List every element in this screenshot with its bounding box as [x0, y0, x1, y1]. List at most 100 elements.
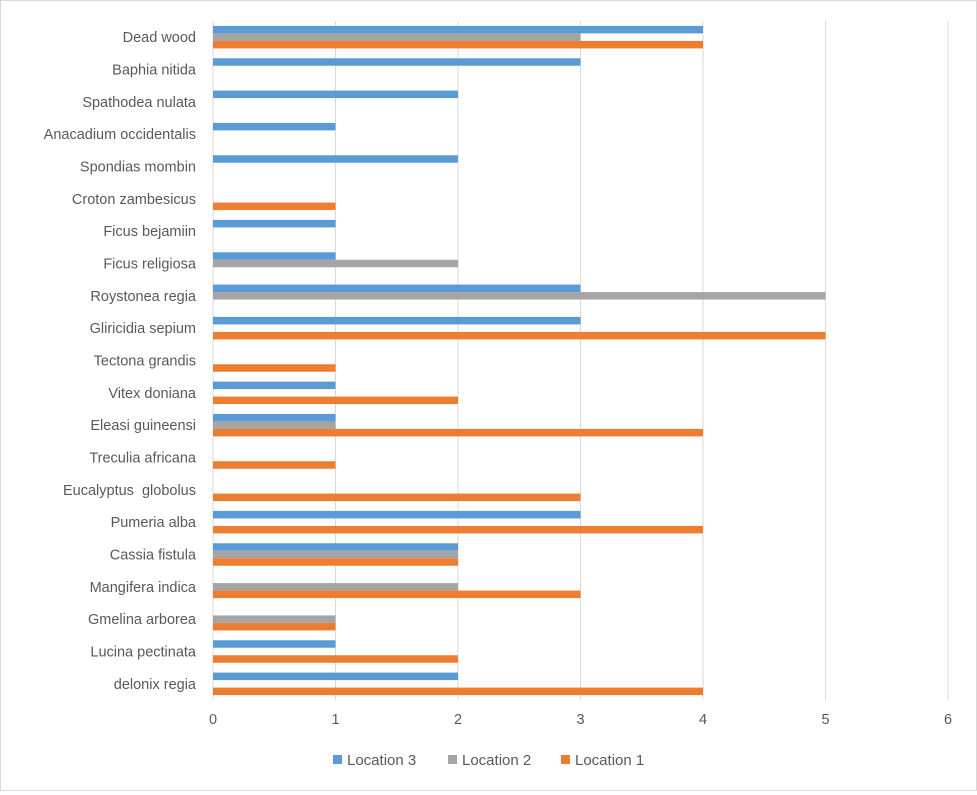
bar-group-vitex-doniana [213, 381, 458, 405]
bar-location-3-pumeria-alba [213, 510, 581, 519]
x-tick-label-0: 0 [209, 712, 217, 728]
bar-group-lucina-pectinata [213, 640, 458, 663]
bar-group-ficus-bejamiin [213, 219, 336, 228]
legend-label-location-2: Location 2 [462, 752, 531, 769]
bar-location-2-dead-wood [213, 33, 581, 41]
x-tick-labels: 0 1 2 3 4 5 6 [209, 712, 952, 728]
gridlines [212, 21, 949, 700]
bar-group-gmelina-arborea [213, 615, 336, 631]
category-label-lucina-pectinata: Lucina pectinata [90, 645, 197, 661]
x-tick-label-4: 4 [699, 712, 707, 728]
bar-group-dead-wood [213, 25, 703, 49]
bar-group-spathodea-nulata [213, 90, 458, 99]
category-label-cassia-fistula: Cassia fistula [110, 548, 197, 564]
legend-item-location-1: Location 1 [561, 752, 644, 769]
bar-location-2-mangifera-indica [213, 583, 458, 591]
category-label-eleasi-guineensi: Eleasi guineensi [90, 418, 196, 434]
bar-location-1-vitex-doniana [213, 396, 458, 405]
category-label-gmelina-arborea: Gmelina arborea [88, 612, 197, 628]
bar-location-3-spathodea-nulata [213, 90, 458, 99]
bar-location-3-ficus-religiosa [213, 252, 336, 260]
bar-location-3-lucina-pectinata [213, 640, 336, 648]
bar-group-anacadium-occidentalis [213, 122, 336, 131]
bar-location-3-roystonea-regia [213, 284, 581, 293]
bar-group-ficus-religiosa [213, 252, 458, 268]
category-label-ficus-bejamiin: Ficus bejamiin [103, 224, 196, 240]
x-tick-label-5: 5 [821, 712, 829, 728]
category-label-croton-zambesicus: Croton zambesicus [72, 192, 196, 208]
bar-location-3-ficus-bejamiin [213, 219, 336, 228]
bar-group-baphia-nitida [213, 58, 581, 66]
bar-group-tectona-grandis [213, 364, 336, 372]
bar-group-pumeria-alba [213, 510, 703, 534]
bar-group-eucalyptus-globolus [213, 493, 581, 502]
category-label-baphia-nitida: Baphia nitida [112, 63, 197, 79]
bar-location-1-mangifera-indica [213, 590, 581, 599]
category-label-treculia-africana: Treculia africana [89, 451, 197, 467]
bar-location-3-cassia-fistula [213, 543, 458, 551]
category-label-ficus-religiosa: Ficus religiosa [103, 257, 197, 273]
bar-location-1-eleasi-guineensi [213, 428, 703, 437]
legend-item-location-2: Location 2 [448, 752, 531, 769]
bar-location-3-delonix-regia [213, 672, 458, 681]
bar-location-3-gliricidia-sepium [213, 316, 581, 325]
bar-location-2-ficus-religiosa [213, 259, 458, 268]
bar-location-1-pumeria-alba [213, 525, 703, 534]
bar-location-3-vitex-doniana [213, 381, 336, 390]
category-label-vitex-doniana: Vitex doniana [108, 386, 197, 402]
bar-location-2-eleasi-guineensi [213, 421, 336, 429]
category-label-dead-wood: Dead wood [123, 30, 196, 46]
bar-location-1-delonix-regia [213, 687, 703, 696]
bar-location-1-gliricidia-sepium [213, 331, 826, 340]
bar-group-mangifera-indica [213, 583, 581, 599]
category-label-tectona-grandis: Tectona grandis [94, 354, 196, 370]
category-label-gliricidia-sepium: Gliricidia sepium [90, 321, 196, 337]
category-label-roystonea-regia: Roystonea regia [90, 289, 197, 305]
bar-location-3-eleasi-guineensi [213, 413, 336, 422]
category-label-pumeria-alba: Pumeria alba [111, 515, 197, 531]
x-tick-label-1: 1 [331, 712, 339, 728]
bar-location-1-croton-zambesicus [213, 202, 336, 211]
legend-label-location-3: Location 3 [347, 752, 416, 769]
bar-group-gliricidia-sepium [213, 316, 826, 340]
bar-location-2-cassia-fistula [213, 550, 458, 559]
bar-group-spondias-mombin [213, 155, 458, 163]
x-tick-label-2: 2 [454, 712, 462, 728]
x-tick-label-6: 6 [944, 712, 952, 728]
legend-item-location-3: Location 3 [333, 752, 416, 769]
bar-location-3-baphia-nitida [213, 58, 581, 66]
legend: Location 3 Location 2 Location 1 [333, 752, 644, 769]
category-label-delonix-regia: delonix regia [114, 677, 197, 693]
bar-group-croton-zambesicus [213, 202, 336, 211]
bar-location-1-cassia-fistula [213, 558, 458, 566]
category-labels: delonix regia Lucina pectinata Gmelina arb… [44, 30, 197, 693]
bar-location-1-lucina-pectinata [213, 655, 458, 663]
bar-location-1-gmelina-arborea [213, 622, 336, 631]
bar-location-1-eucalyptus-globolus [213, 493, 581, 502]
category-label-mangifera-indica: Mangifera indica [90, 580, 197, 596]
bar-location-3-anacadium-occidentalis [213, 122, 336, 131]
bar-group-roystonea-regia [213, 284, 826, 300]
bar-group-treculia-africana [213, 461, 336, 469]
category-label-anacadium-occidentalis: Anacadium occidentalis [44, 127, 196, 143]
bar-group-cassia-fistula [213, 543, 458, 566]
bar-location-3-spondias-mombin [213, 155, 458, 163]
bar-location-3-dead-wood [213, 25, 703, 34]
legend-swatch-location-1 [561, 755, 570, 764]
bar-location-1-tectona-grandis [213, 364, 336, 372]
legend-swatch-location-2 [448, 755, 457, 764]
x-tick-label-3: 3 [576, 712, 584, 728]
category-label-eucalyptus-globolus: Eucalyptus globolus [63, 483, 196, 499]
legend-label-location-1: Location 1 [575, 752, 644, 769]
category-label-spondias-mombin: Spondias mombin [80, 160, 196, 176]
bar-group-eleasi-guineensi [213, 413, 703, 437]
bar-location-1-treculia-africana [213, 461, 336, 469]
bar-location-1-dead-wood [213, 40, 703, 49]
category-label-spathodea-nulata: Spathodea nulata [82, 95, 197, 111]
legend-swatch-location-3 [333, 755, 342, 764]
bar-group-delonix-regia [213, 672, 703, 696]
bar-location-2-roystonea-regia [213, 292, 826, 300]
bar-location-2-gmelina-arborea [213, 615, 336, 623]
